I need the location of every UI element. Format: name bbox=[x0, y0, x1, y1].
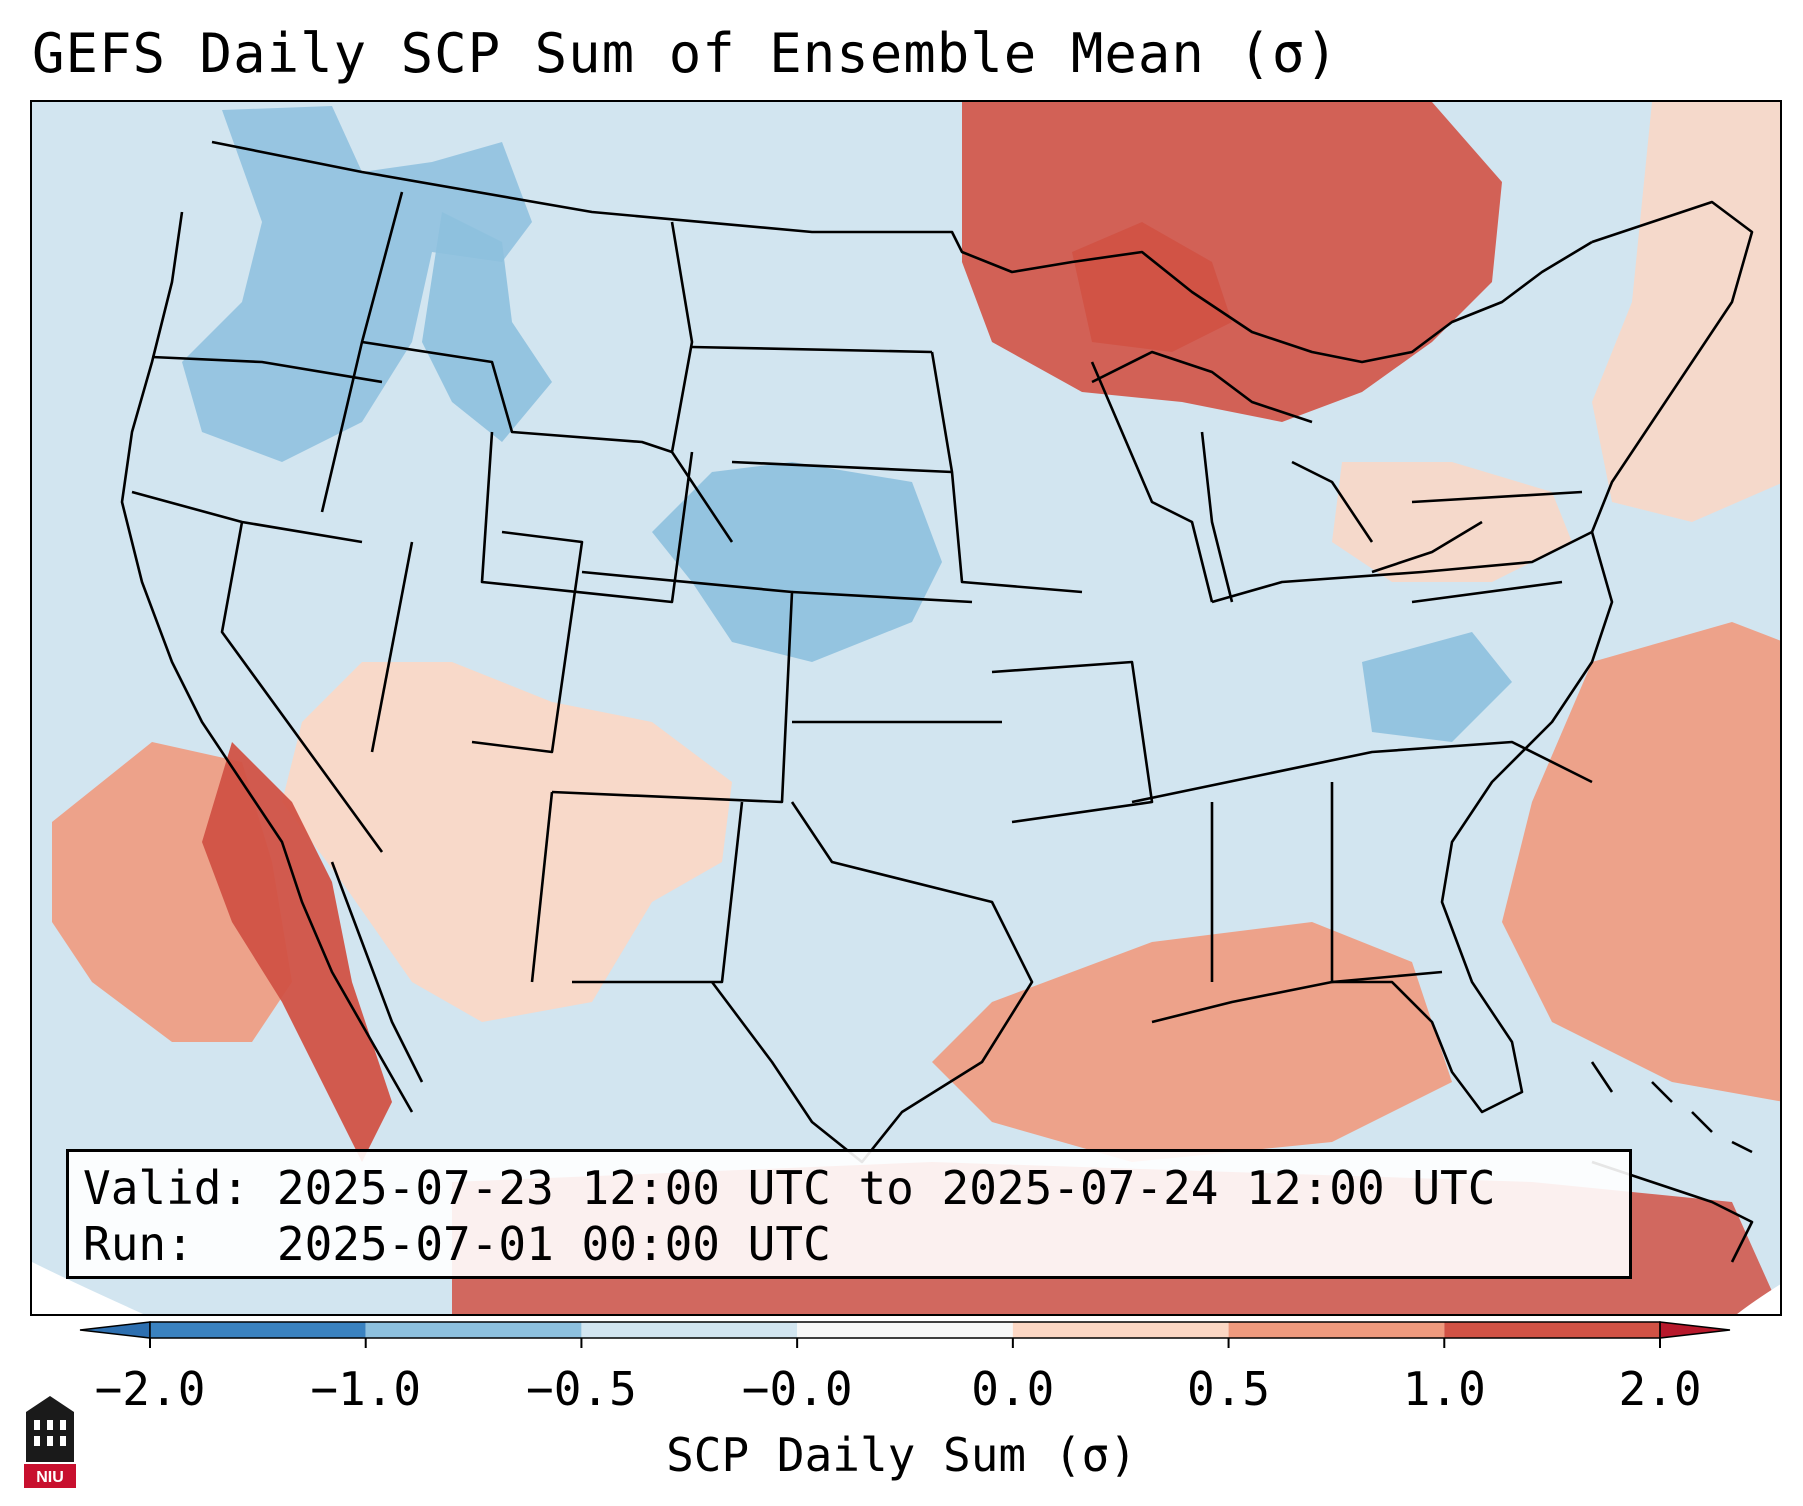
colorbar-segment-0 bbox=[150, 1322, 366, 1338]
projection-edge bbox=[32, 1262, 144, 1314]
colorbar-tick-label: −0.0 bbox=[741, 1362, 853, 1416]
map-canvas bbox=[32, 102, 1780, 1314]
state-line-nv-ca bbox=[220, 521, 384, 853]
colorbar-label: SCP Daily Sum (σ) bbox=[666, 1428, 1137, 1482]
colorbar-under-extension bbox=[79, 1321, 151, 1339]
region-pacific-northwest bbox=[182, 106, 532, 462]
logo-badge bbox=[24, 1464, 76, 1488]
colorbar-segment-1 bbox=[365, 1322, 582, 1338]
east-coast bbox=[1151, 531, 1614, 1114]
valid-label: Valid: bbox=[83, 1161, 250, 1215]
colorbar-segment-6 bbox=[1444, 1322, 1660, 1338]
colorbar bbox=[79, 1321, 1731, 1348]
state-line-ohio-valley bbox=[1211, 530, 1593, 604]
region-gulf-of-mexico bbox=[932, 922, 1452, 1162]
state-line-mo-ar bbox=[991, 660, 1154, 824]
colorbar-tick-label: 1.0 bbox=[1402, 1362, 1486, 1416]
colorbar-tick-label: −1.0 bbox=[310, 1362, 422, 1416]
valid-range: 2025-07-23 12:00 UTC to 2025-07-24 12:00… bbox=[276, 1161, 1496, 1215]
state-line-wy bbox=[480, 431, 694, 604]
state-line-nd-sd bbox=[691, 345, 933, 354]
cuba bbox=[1591, 1160, 1754, 1263]
state-line-ne-ks bbox=[791, 590, 973, 604]
region-central-plains-nebraska bbox=[652, 462, 942, 662]
region-northern-rockies bbox=[422, 212, 552, 442]
colorbar-tick-label: 2.0 bbox=[1618, 1362, 1702, 1416]
state-line-sd-ne bbox=[731, 460, 953, 474]
state-line-nm-tx bbox=[572, 801, 744, 984]
colorbar-tick-label: 0.0 bbox=[971, 1362, 1055, 1416]
colorbar-over-extension bbox=[1659, 1321, 1731, 1339]
state-line-or-wa bbox=[151, 355, 383, 384]
logo-text: NIU bbox=[36, 1469, 64, 1486]
run-label: Run: bbox=[83, 1217, 194, 1271]
region-north-carolina bbox=[1362, 632, 1512, 742]
colorbar-segment-4 bbox=[1012, 1322, 1229, 1338]
great-lakes bbox=[1091, 350, 1483, 603]
map-panel bbox=[30, 100, 1782, 1316]
colorbar-tick-label: −2.0 bbox=[94, 1362, 206, 1416]
run-time: 2025-07-01 00:00 UTC bbox=[276, 1217, 831, 1271]
bahamas bbox=[1590, 1061, 1753, 1154]
us-canada-border bbox=[211, 140, 1593, 364]
state-line-dakotas bbox=[670, 221, 734, 543]
colorbar-tick-label: −0.5 bbox=[526, 1362, 637, 1416]
state-line-south bbox=[1131, 740, 1593, 804]
colorbar-segments bbox=[79, 1321, 1731, 1348]
region-mid-atlantic-pennsylvania bbox=[1332, 462, 1572, 582]
state-line-mn-ia bbox=[930, 351, 1083, 594]
region-lake-superior bbox=[1072, 222, 1232, 352]
state-line-ut-co bbox=[471, 530, 584, 754]
colorbar-segment-2 bbox=[581, 1322, 798, 1338]
region-southwest-desert bbox=[282, 662, 732, 1022]
region-western-atlantic bbox=[1502, 622, 1780, 1102]
region-new-england bbox=[1592, 102, 1780, 522]
page-title: GEFS Daily SCP Sum of Ensemble Mean (σ) bbox=[32, 22, 1339, 85]
state-line-nv-ut bbox=[370, 541, 414, 753]
new-england-coast bbox=[1590, 200, 1754, 533]
state-line-pa-ny bbox=[1411, 490, 1583, 604]
colorbar-tick-label: 0.5 bbox=[1187, 1362, 1271, 1416]
west-coast bbox=[120, 211, 414, 1113]
projection-edge-right bbox=[1737, 1284, 1780, 1314]
state-line-co bbox=[551, 570, 794, 804]
niu-logo: NIU bbox=[24, 1396, 76, 1488]
state-line-mt bbox=[361, 340, 673, 454]
baja-coast bbox=[330, 861, 424, 1083]
region-southern-california-baja bbox=[202, 742, 392, 1162]
state-borders bbox=[120, 140, 1754, 1263]
state-line-az-nm bbox=[530, 791, 554, 983]
state-line-wi-mi bbox=[1090, 361, 1214, 603]
colorbar-segment-3 bbox=[797, 1322, 1013, 1338]
state-line-tx bbox=[710, 801, 1034, 1164]
validity-info-box: Valid: 2025-07-23 12:00 UTC to 2025-07-2… bbox=[66, 1149, 1632, 1279]
colorbar-segment-5 bbox=[1228, 1322, 1445, 1338]
colorbar-outline bbox=[149, 1321, 1661, 1339]
